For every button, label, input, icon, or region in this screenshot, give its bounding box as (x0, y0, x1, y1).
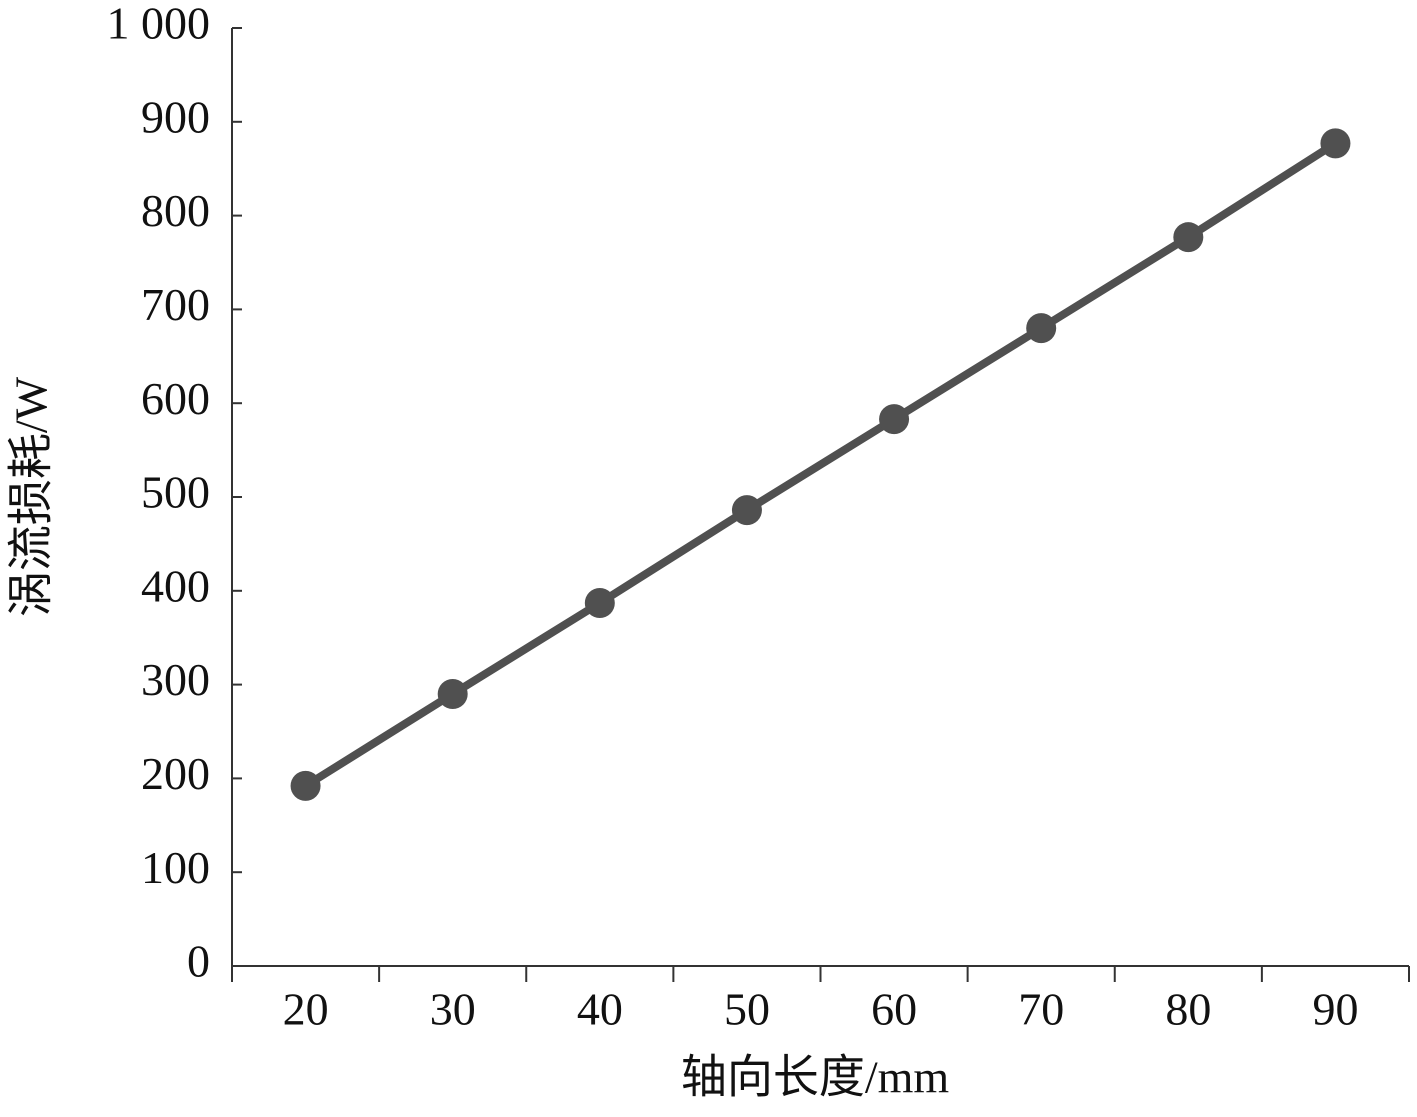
y-tick-label: 1 000 (107, 0, 211, 49)
x-tick-label: 70 (1018, 984, 1064, 1035)
y-tick-label: 400 (141, 560, 210, 611)
y-tick-label: 600 (141, 373, 210, 424)
x-axis-label: 轴向长度/mm (681, 1052, 950, 1103)
y-tick-label: 500 (141, 467, 210, 518)
marker (1026, 313, 1057, 344)
x-tick-label: 30 (430, 984, 476, 1035)
marker (584, 587, 615, 618)
y-tick-label: 700 (141, 279, 210, 330)
x-tick-label: 80 (1165, 984, 1211, 1035)
x-tick-label: 60 (871, 984, 917, 1035)
y-tick-label: 800 (141, 185, 210, 236)
y-tick-label: 100 (141, 842, 210, 893)
marker (1320, 128, 1351, 159)
x-tick-label: 40 (577, 984, 623, 1035)
x-tick-label: 50 (724, 984, 770, 1035)
y-tick-label: 200 (141, 748, 210, 799)
y-tick-label: 300 (141, 654, 210, 705)
marker (290, 770, 321, 801)
y-tick-label: 900 (141, 91, 210, 142)
x-tick-label: 20 (283, 984, 329, 1035)
marker (437, 678, 468, 709)
y-tick-label: 0 (187, 936, 210, 987)
line (303, 140, 1338, 790)
marker (879, 404, 910, 435)
y-axis-label: 涡流损耗/W (6, 376, 57, 617)
marker (731, 495, 762, 526)
marker (1173, 222, 1204, 253)
x-tick-label: 90 (1312, 984, 1358, 1035)
